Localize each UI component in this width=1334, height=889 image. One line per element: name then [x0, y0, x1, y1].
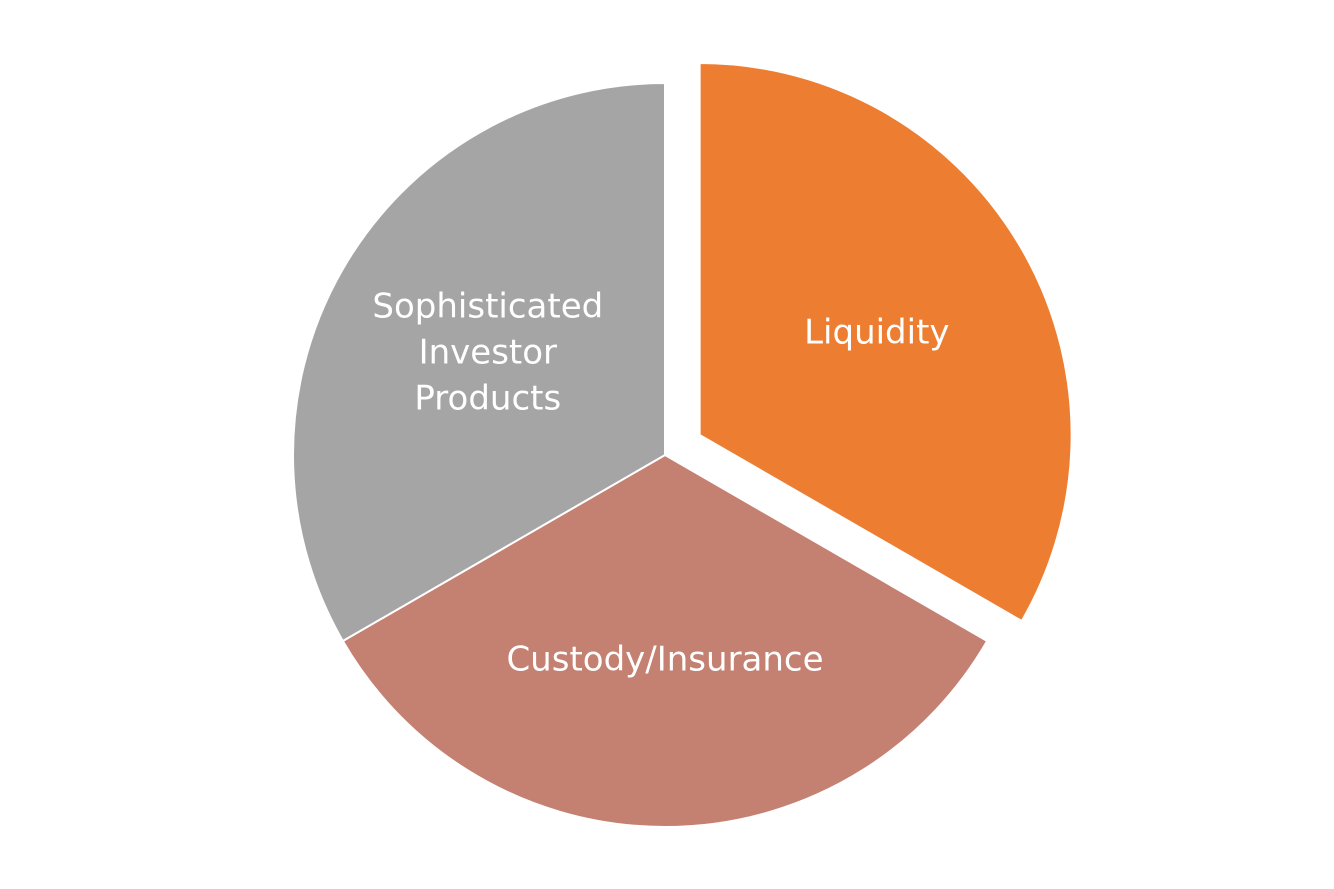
pie-slices: [292, 61, 1073, 828]
pie-slice-custody-insurance: [341, 453, 989, 828]
pie-labels: Liquidity Custody/Insurance Sophisticated I…: [372, 287, 949, 680]
pie-label-line: Custody/Insurance: [506, 640, 823, 680]
pie-label-line: Investor: [419, 333, 557, 373]
pie-label-line: Liquidity: [804, 313, 949, 353]
pie-label-liquidity: Liquidity: [804, 313, 949, 353]
pie-slice-liquidity: [698, 61, 1073, 623]
pie-slice-sophisticated-investor-products: [292, 81, 666, 643]
pie-label-line: Products: [414, 379, 561, 419]
pie-label-sophisticated-investor-products: Sophisticated Investor Products: [372, 287, 603, 419]
pie-label-line: Sophisticated: [372, 287, 603, 327]
pie-label-custody-insurance: Custody/Insurance: [506, 640, 823, 680]
